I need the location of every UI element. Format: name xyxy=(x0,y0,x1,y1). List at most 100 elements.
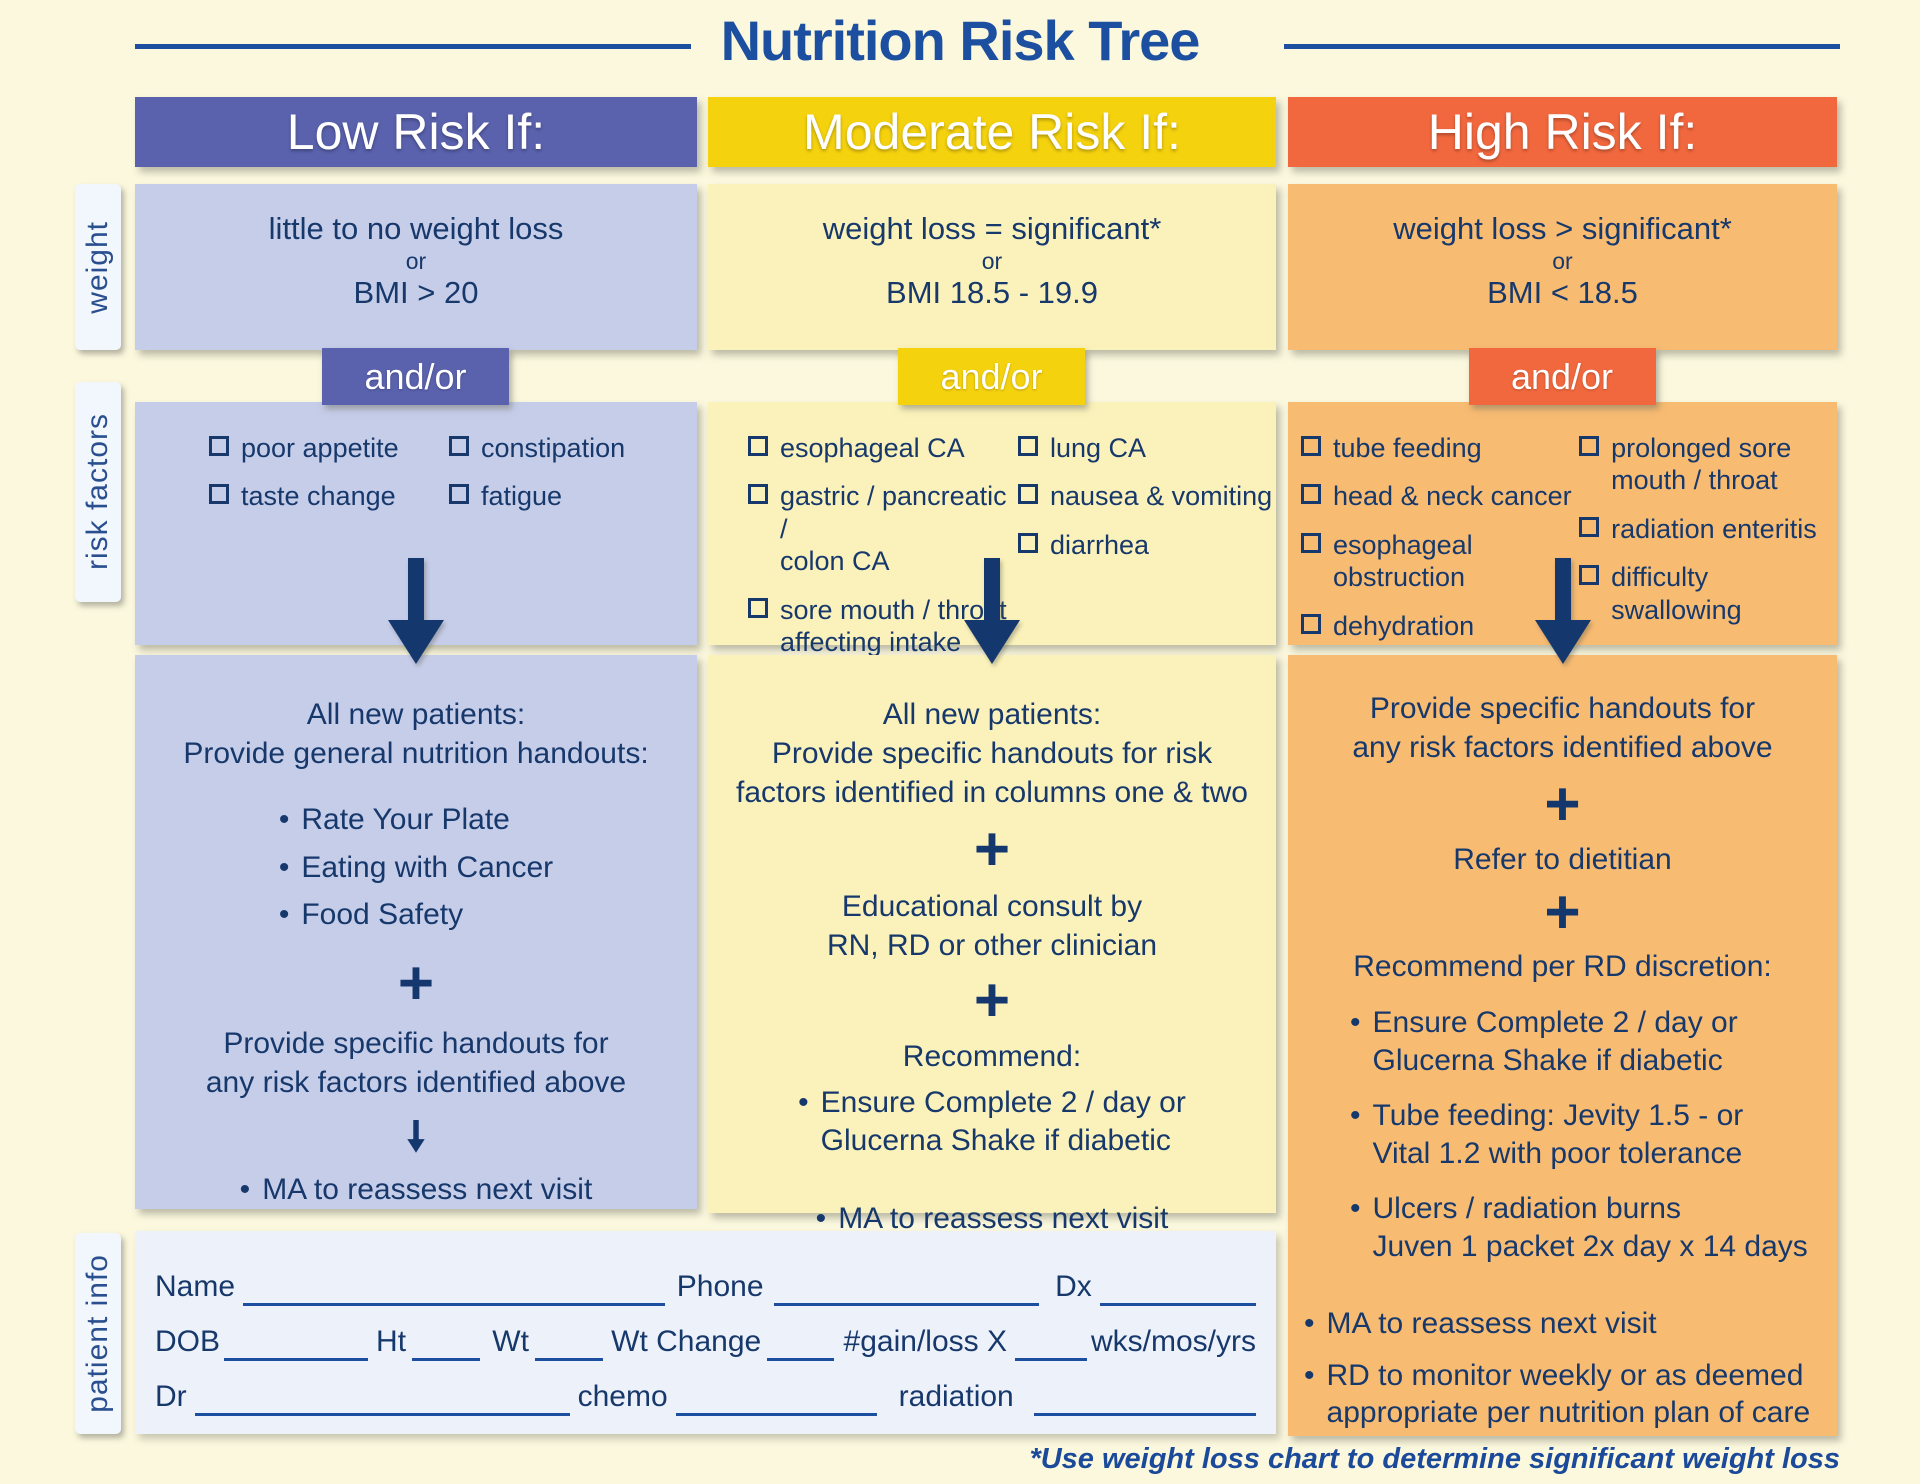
risk-factor-label: nausea & vomiting xyxy=(1050,481,1273,512)
row-label-weight: weight xyxy=(75,184,121,350)
risk-factor-label: difficulty swallowing xyxy=(1611,562,1742,625)
risk-factor-checkbox-item[interactable]: constipation xyxy=(449,432,625,464)
down-arrow-icon xyxy=(1534,558,1591,664)
checkbox-icon[interactable] xyxy=(1301,436,1321,456)
risk-factor-checkbox-item[interactable]: sore mouth / throat affecting intake xyxy=(748,594,1018,659)
risk-factor-label: lung CA xyxy=(1050,433,1147,463)
checkbox-icon[interactable] xyxy=(1301,484,1321,505)
high-weight-line1: weight loss > significant* xyxy=(1393,211,1732,246)
risk-factor-label: taste change xyxy=(241,481,396,512)
name-label: Name xyxy=(155,1270,236,1303)
risk-factor-checkbox-item[interactable]: taste change xyxy=(209,480,449,512)
checkbox-icon[interactable] xyxy=(748,484,768,505)
phone-label: Phone xyxy=(676,1270,764,1303)
low-risk-header: Low Risk If: xyxy=(135,97,697,167)
checkbox-icon[interactable] xyxy=(1018,532,1038,553)
ht-field-line[interactable] xyxy=(412,1325,481,1361)
high-recommend-label: Recommend per RD discretion: xyxy=(1353,950,1772,984)
patient-row-3: Dr chemo radiation xyxy=(155,1361,1256,1416)
moderate-weight-or: or xyxy=(981,247,1003,274)
checkbox-icon[interactable] xyxy=(1579,565,1600,586)
radiation-field-line[interactable] xyxy=(1033,1380,1256,1416)
list-item: Food Safety xyxy=(279,896,553,934)
low-weight-criteria: little to no weight loss or BMI > 20 xyxy=(135,184,697,350)
checkbox-icon[interactable] xyxy=(1018,436,1038,456)
down-arrow-icon xyxy=(407,1120,425,1153)
risk-factor-checkbox-item[interactable]: head & neck cancer xyxy=(1301,480,1579,512)
risk-factor-label: esophageal obstruction xyxy=(1333,529,1473,593)
checkbox-icon[interactable] xyxy=(209,484,229,505)
low-followup: MA to reassess next visit xyxy=(240,1170,592,1209)
risk-factor-checkbox-item[interactable]: radiation enteritis xyxy=(1579,513,1837,545)
moderate-weight-line1: weight loss = significant* xyxy=(822,211,1162,246)
risk-factor-checkbox-item[interactable]: difficulty swallowing xyxy=(1579,561,1837,626)
dob-label: DOB xyxy=(155,1325,221,1358)
risk-factor-label: dehydration xyxy=(1333,610,1475,641)
risk-factor-label: prolonged sore mouth / throat xyxy=(1611,433,1792,496)
list-item: MA to reassess next visit xyxy=(1304,1305,1837,1343)
row-label-patient-info-text: patient info xyxy=(81,1254,114,1413)
wt-change-field-line[interactable] xyxy=(767,1325,834,1361)
checkbox-icon[interactable] xyxy=(748,436,768,456)
plus-icon: + xyxy=(973,965,1011,1035)
high-action-refer: Refer to dietitian xyxy=(1453,842,1672,876)
list-item: Eating with Cancer xyxy=(279,849,553,887)
moderate-weight-criteria: weight loss = significant* or BMI 18.5 -… xyxy=(708,184,1276,350)
row-label-risk-factors: risk factors xyxy=(75,382,121,602)
ht-label: Ht xyxy=(376,1325,407,1358)
risk-factor-checkbox-item[interactable]: esophageal CA xyxy=(748,432,1018,464)
checkbox-icon[interactable] xyxy=(1301,613,1321,634)
recommendation-label: Ensure Complete 2 / day or Glucerna Shak… xyxy=(1372,1006,1738,1077)
plus-icon: + xyxy=(973,815,1011,884)
checkbox-icon[interactable] xyxy=(1579,436,1600,456)
chemo-field-line[interactable] xyxy=(675,1380,877,1416)
patient-row-2: DOB Ht Wt Wt Change #gain/loss X wks/mos… xyxy=(155,1306,1256,1361)
high-risk-actions-box: Provide specific handouts for any risk f… xyxy=(1288,655,1837,1436)
phone-field-line[interactable] xyxy=(773,1270,1040,1306)
risk-factor-checkbox-item[interactable]: prolonged sore mouth / throat xyxy=(1579,432,1837,497)
low-action-specific: Provide specific handouts for any risk f… xyxy=(205,1027,627,1100)
risk-factor-label: radiation enteritis xyxy=(1611,513,1817,544)
high-recommendation-list: Ensure Complete 2 / day or Glucerna Shak… xyxy=(1288,1004,1837,1283)
row-label-patient-info: patient info xyxy=(75,1233,121,1434)
checkbox-icon[interactable] xyxy=(449,436,469,456)
wt-field-line[interactable] xyxy=(534,1325,604,1361)
risk-factor-checkbox-item[interactable]: nausea & vomiting xyxy=(1018,480,1272,512)
moderate-followup: MA to reassess next visit xyxy=(816,1199,1168,1238)
gain-loss-field-line[interactable] xyxy=(1014,1325,1087,1361)
risk-factor-checkbox-item[interactable]: fatigue xyxy=(449,480,625,512)
risk-factor-checkbox-item[interactable]: lung CA xyxy=(1018,432,1272,464)
checkbox-icon[interactable] xyxy=(1018,484,1038,505)
handout-label: Eating with Cancer xyxy=(301,850,554,884)
dx-label: Dx xyxy=(1055,1270,1092,1303)
dob-field-line[interactable] xyxy=(224,1325,369,1361)
checkbox-icon[interactable] xyxy=(1301,532,1321,553)
moderate-risk-header: Moderate Risk If: xyxy=(708,97,1276,167)
gain-loss-label: #gain/loss X xyxy=(843,1325,1007,1358)
risk-factor-checkbox-item[interactable]: esophageal obstruction xyxy=(1301,529,1579,594)
risk-factor-checkbox-item[interactable]: diarrhea xyxy=(1018,529,1272,561)
risk-factor-checkbox-item[interactable]: gastric / pancreatic / colon CA xyxy=(748,480,1018,577)
moderate-recommend-label: Recommend: xyxy=(902,1040,1082,1074)
risk-factor-checkbox-item[interactable]: dehydration xyxy=(1301,610,1579,642)
low-weight-line2: BMI > 20 xyxy=(353,275,479,311)
low-weight-line1: little to no weight loss xyxy=(268,211,564,246)
checkbox-icon[interactable] xyxy=(1579,516,1600,537)
checkbox-icon[interactable] xyxy=(748,597,768,618)
patient-row-1: Name Phone Dx xyxy=(155,1251,1256,1306)
dx-field-line[interactable] xyxy=(1099,1270,1256,1306)
checkbox-icon[interactable] xyxy=(449,484,469,505)
dr-field-line[interactable] xyxy=(194,1380,570,1416)
followup-label: RD to monitor weekly or as deemed approp… xyxy=(1326,1358,1811,1430)
risk-factor-checkbox-item[interactable]: tube feeding xyxy=(1301,432,1579,464)
risk-factor-label: gastric / pancreatic / colon CA xyxy=(780,481,1007,577)
low-andor-connector: and/or xyxy=(322,348,509,405)
moderate-risk-actions-box: All new patients: Provide specific hando… xyxy=(708,655,1276,1235)
checkbox-icon[interactable] xyxy=(209,436,229,456)
down-arrow-icon xyxy=(964,558,1020,664)
name-field-line[interactable] xyxy=(243,1270,665,1306)
down-arrow-icon xyxy=(388,558,444,664)
moderate-recommendation-list: Ensure Complete 2 / day or Glucerna Shak… xyxy=(798,1084,1186,1169)
risk-factor-checkbox-item[interactable]: poor appetite xyxy=(209,432,449,464)
